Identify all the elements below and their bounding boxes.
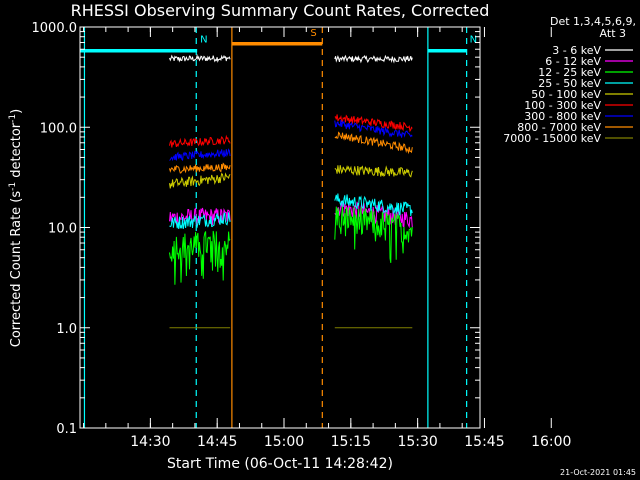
legend-label: 3 - 6 keV: [552, 44, 601, 57]
y-tick-label: 1.0: [56, 322, 77, 337]
y-tick-label: 100.0: [40, 121, 77, 136]
y-tick-label: 0.1: [56, 422, 77, 437]
legend-label: 800 - 7000 keV: [517, 121, 601, 134]
x-tick-label: 15:15: [331, 434, 371, 450]
series-line: [334, 164, 413, 178]
y-axis-label-middle: detector: [9, 122, 24, 182]
legend-label: 300 - 800 keV: [524, 110, 601, 123]
legend-header-line-2: Att 3: [600, 27, 626, 40]
y-tick-labels: 0.1 1.0 10.0 100.0 1000.0: [32, 21, 78, 437]
y-axis-label-main: Corrected Count Rate (s: [9, 191, 24, 348]
series-line: [169, 212, 231, 230]
x-tick-label: 15:00: [264, 434, 304, 450]
flag-label: N: [470, 35, 477, 46]
plot-area: N NS: [80, 27, 477, 428]
x-tick-label: 14:30: [130, 434, 170, 450]
y-axis-label-exponent-2: -1: [8, 114, 18, 123]
x-tick-label: 16:00: [531, 434, 571, 450]
legend-label: 50 - 100 keV: [531, 88, 601, 101]
series-line: [334, 131, 413, 155]
flag-label: S: [310, 28, 316, 39]
legend-label: 25 - 50 keV: [538, 77, 601, 90]
series-line: [169, 148, 231, 162]
legend-label: 12 - 25 keV: [538, 66, 601, 79]
legend-label: 100 - 300 keV: [524, 99, 601, 112]
series-line: [169, 134, 231, 148]
series-line: [334, 120, 413, 138]
series-line: [334, 193, 413, 216]
chart-title: RHESSI Observing Summary Count Rates, Co…: [71, 1, 490, 20]
x-tick-labels: 14:30 14:45 15:00 15:15 15:30 15:45 16:00: [130, 434, 571, 450]
timestamp: 21-Oct-2021 01:45: [560, 468, 636, 477]
series-line: [169, 53, 231, 63]
y-axis-label-end: ): [9, 109, 24, 114]
y-tick-label: 10.0: [48, 222, 77, 237]
x-tick-label: 14:45: [197, 434, 237, 450]
flag-label: N: [200, 35, 207, 46]
y-tick-label: 1000.0: [32, 21, 78, 36]
series-line: [169, 172, 231, 189]
axis-ticks: [80, 26, 552, 429]
y-axis-label: Corrected Count Rate (s-1 detector-1): [8, 109, 24, 347]
series-line: [169, 162, 231, 174]
series-line: [169, 230, 231, 285]
y-axis-label-exponent-1: -1: [8, 182, 18, 191]
x-tick-label: 15:30: [397, 434, 437, 450]
series-line: [334, 206, 413, 263]
legend-header-line-1: Det 1,3,4,5,6,9,: [550, 15, 636, 28]
series-line: [334, 54, 413, 64]
series-line: [334, 114, 413, 133]
legend-label: 7000 - 15000 keV: [503, 132, 601, 145]
x-axis-label: Start Time (06-Oct-11 14:28:42): [167, 456, 393, 472]
x-tick-label: 15:45: [464, 434, 504, 450]
legend-label: 6 - 12 keV: [545, 55, 601, 68]
plot-frame: [79, 26, 481, 429]
